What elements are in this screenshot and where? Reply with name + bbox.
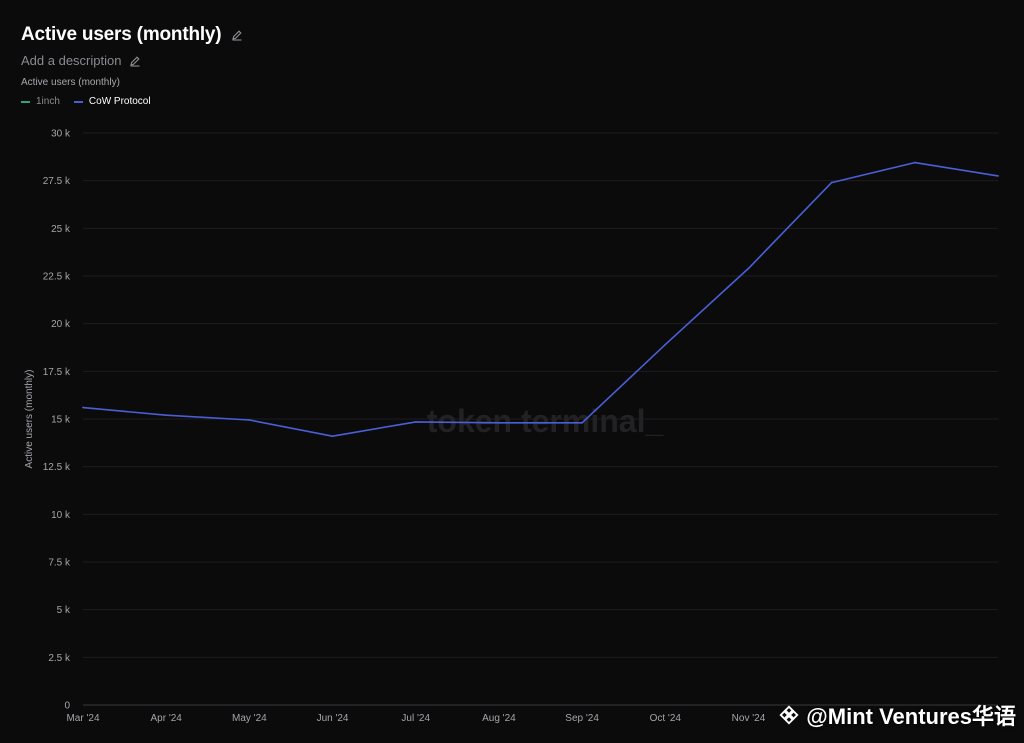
data-point xyxy=(165,414,168,417)
x-tick-label: Apr '24 xyxy=(150,713,182,724)
x-tick-label: Oct '24 xyxy=(650,713,682,724)
legend-label-cow-protocol: CoW Protocol xyxy=(88,96,151,107)
y-tick-label: 27.5 k xyxy=(43,176,71,187)
data-point xyxy=(82,406,84,409)
legend-item-cow-protocol[interactable]: CoW Protocol xyxy=(73,96,151,107)
y-tick-label: 10 k xyxy=(51,510,71,521)
x-tick-label: May '24 xyxy=(232,713,267,724)
y-tick-label: 0 xyxy=(64,701,70,712)
data-point xyxy=(997,175,999,177)
x-tick-label: Sep '24 xyxy=(565,713,599,724)
data-point xyxy=(664,343,667,346)
series-line-cow-protocol xyxy=(82,161,999,437)
data-point xyxy=(913,161,916,164)
legend-label-1inch: 1inch xyxy=(36,96,60,107)
y-tick-label: 12.5 k xyxy=(43,462,71,473)
data-point xyxy=(248,419,251,421)
chart-legend: Active users (monthly) 1inch CoW Protoco… xyxy=(21,77,151,107)
source-badge: @Mint Ventures华语 xyxy=(778,699,1016,731)
watermark-text: token terminal_ xyxy=(427,403,665,439)
data-point xyxy=(747,267,750,270)
legend-swatch-1inch xyxy=(21,100,30,103)
x-tick-label: Jun '24 xyxy=(317,713,349,724)
x-tick-label: Jul '24 xyxy=(401,713,430,724)
legend-title: Active users (monthly) xyxy=(21,77,120,88)
data-point xyxy=(498,421,500,424)
data-point xyxy=(830,181,833,184)
y-axis-label: Active users (monthly) xyxy=(24,370,35,469)
data-point xyxy=(331,435,334,438)
y-tick-label: 20 k xyxy=(51,319,71,330)
y-tick-label: 25 k xyxy=(51,224,71,235)
legend-swatch-cow-protocol xyxy=(73,100,83,103)
data-point xyxy=(414,420,417,423)
y-tick-label: 17.5 k xyxy=(43,367,71,378)
edit-description-pencil-icon[interactable] xyxy=(129,55,141,67)
y-tick-label: 30 k xyxy=(51,129,71,140)
y-tick-label: 7.5 k xyxy=(48,558,71,569)
edit-title-pencil-icon[interactable] xyxy=(231,29,243,41)
y-tick-label: 5 k xyxy=(57,605,71,616)
x-tick-label: Mar '24 xyxy=(66,713,99,724)
binance-logo-icon xyxy=(779,705,799,725)
badge-text: @Mint Ventures华语 xyxy=(806,704,1016,729)
data-point xyxy=(581,421,583,424)
y-tick-label: 15 k xyxy=(51,415,71,426)
chart-description[interactable]: Add a description xyxy=(21,53,122,68)
y-tick-label: 22.5 k xyxy=(43,272,71,283)
chart-header: Active users (monthly) Add a description xyxy=(21,24,243,68)
legend-item-1inch[interactable]: 1inch xyxy=(21,96,60,107)
y-tick-label: 2.5 k xyxy=(48,653,71,664)
chart-title: Active users (monthly) xyxy=(21,24,222,45)
x-tick-label: Aug '24 xyxy=(482,713,516,724)
x-tick-label: Nov '24 xyxy=(732,713,766,724)
